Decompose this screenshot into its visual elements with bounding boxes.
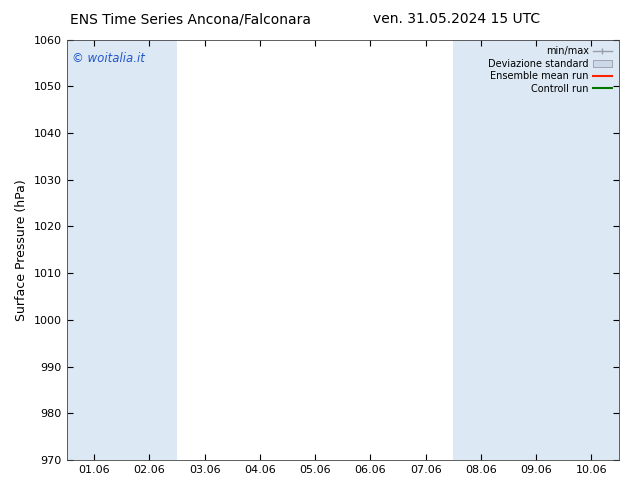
Text: ven. 31.05.2024 15 UTC: ven. 31.05.2024 15 UTC (373, 12, 540, 26)
Bar (67, 40, 122, 460)
Text: ENS Time Series Ancona/Falconara: ENS Time Series Ancona/Falconara (70, 12, 311, 26)
Bar (564, 40, 619, 460)
Bar (122, 40, 177, 460)
Bar (508, 40, 564, 460)
Bar (453, 40, 508, 460)
Legend: min/max, Deviazione standard, Ensemble mean run, Controll run: min/max, Deviazione standard, Ensemble m… (486, 45, 614, 96)
Text: © woitalia.it: © woitalia.it (72, 52, 145, 65)
Y-axis label: Surface Pressure (hPa): Surface Pressure (hPa) (15, 179, 28, 321)
